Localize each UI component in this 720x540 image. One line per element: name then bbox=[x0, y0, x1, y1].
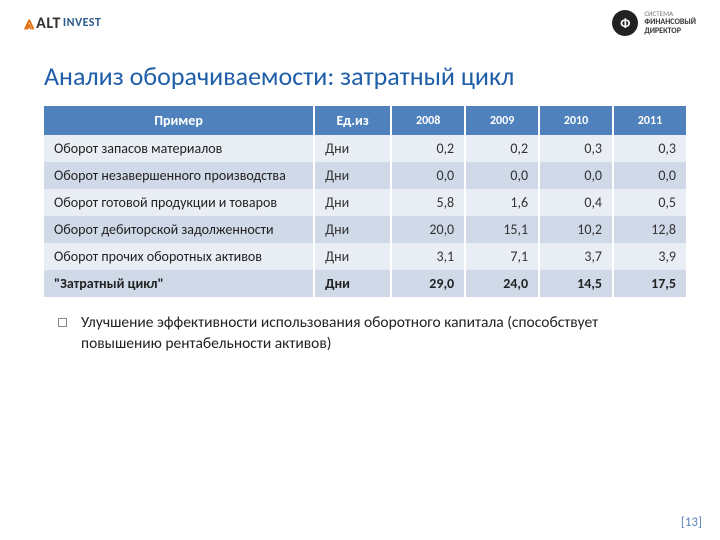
row-value: 14,5 bbox=[539, 270, 613, 297]
col-year-3: 2011 bbox=[613, 106, 687, 135]
table-row: Оборот готовой продукции и товаровДни5,8… bbox=[44, 189, 687, 216]
col-year-1: 2009 bbox=[465, 106, 539, 135]
row-unit: Дни bbox=[314, 270, 391, 297]
row-value: 0,0 bbox=[613, 162, 687, 189]
table-row: Оборот прочих оборотных активовДни3,17,1… bbox=[44, 243, 687, 270]
col-year-2: 2010 bbox=[539, 106, 613, 135]
row-value: 0,3 bbox=[539, 135, 613, 162]
row-value: 0,0 bbox=[539, 162, 613, 189]
row-value: 0,2 bbox=[391, 135, 465, 162]
row-label: Оборот незавершенного производства bbox=[44, 162, 314, 189]
table-header-row: Пример Ед.из 2008 2009 2010 2011 bbox=[44, 106, 687, 135]
row-value: 15,1 bbox=[465, 216, 539, 243]
row-value: 20,0 bbox=[391, 216, 465, 243]
logo-mark-icon: Ф bbox=[612, 10, 638, 36]
row-value: 0,0 bbox=[465, 162, 539, 189]
slide-header: ⩓ ALT INVEST Ф СИСТЕМА ФИНАНСОВЫЙ ДИРЕКТ… bbox=[0, 0, 720, 42]
row-value: 0,3 bbox=[613, 135, 687, 162]
logo-text-invest: INVEST bbox=[63, 16, 101, 30]
row-value: 3,9 bbox=[613, 243, 687, 270]
turnover-table: Пример Ед.из 2008 2009 2010 2011 Оборот … bbox=[0, 106, 720, 297]
bullet-item: Улучшение эффективности использования об… bbox=[58, 313, 670, 355]
table-row: Оборот незавершенного производстваДни0,0… bbox=[44, 162, 687, 189]
bullet-list: Улучшение эффективности использования об… bbox=[0, 297, 720, 355]
col-name: Пример bbox=[44, 106, 314, 135]
col-unit: Ед.из bbox=[314, 106, 391, 135]
page-number: [13] bbox=[681, 515, 702, 530]
row-unit: Дни bbox=[314, 189, 391, 216]
slide-title: Анализ оборачиваемости: затратный цикл bbox=[0, 42, 720, 106]
row-value: 17,5 bbox=[613, 270, 687, 297]
row-label: Оборот запасов материалов bbox=[44, 135, 314, 162]
row-value: 0,2 bbox=[465, 135, 539, 162]
row-value: 5,8 bbox=[391, 189, 465, 216]
row-label: Оборот прочих оборотных активов bbox=[44, 243, 314, 270]
row-value: 12,8 bbox=[613, 216, 687, 243]
row-value: 0,5 bbox=[613, 189, 687, 216]
row-label: Оборот готовой продукции и товаров bbox=[44, 189, 314, 216]
row-value: 24,0 bbox=[465, 270, 539, 297]
table-row: Оборот запасов материаловДни0,20,20,30,3 bbox=[44, 135, 687, 162]
bullet-square-icon bbox=[58, 318, 67, 327]
logo-text-alt: ALT bbox=[36, 14, 61, 33]
row-label: "Затратный цикл" bbox=[44, 270, 314, 297]
col-year-0: 2008 bbox=[391, 106, 465, 135]
row-value: 7,1 bbox=[465, 243, 539, 270]
table-row: Оборот дебиторской задолженностиДни20,01… bbox=[44, 216, 687, 243]
row-value: 29,0 bbox=[391, 270, 465, 297]
logo-altinvest: ⩓ ALT INVEST bbox=[24, 12, 101, 34]
table-row: "Затратный цикл"Дни29,024,014,517,5 bbox=[44, 270, 687, 297]
row-value: 1,6 bbox=[465, 189, 539, 216]
row-unit: Дни bbox=[314, 162, 391, 189]
row-unit: Дни bbox=[314, 216, 391, 243]
logo-right-text: СИСТЕМА ФИНАНСОВЫЙ ДИРЕКТОР bbox=[644, 10, 696, 35]
row-value: 3,7 bbox=[539, 243, 613, 270]
logo-findirector: Ф СИСТЕМА ФИНАНСОВЫЙ ДИРЕКТОР bbox=[612, 10, 696, 36]
row-label: Оборот дебиторской задолженности bbox=[44, 216, 314, 243]
row-value: 3,1 bbox=[391, 243, 465, 270]
row-unit: Дни bbox=[314, 243, 391, 270]
row-value: 10,2 bbox=[539, 216, 613, 243]
bullet-text: Улучшение эффективности использования об… bbox=[81, 313, 670, 355]
row-unit: Дни bbox=[314, 135, 391, 162]
row-value: 0,0 bbox=[391, 162, 465, 189]
row-value: 0,4 bbox=[539, 189, 613, 216]
logo-glyph-icon: ⩓ bbox=[24, 12, 34, 34]
